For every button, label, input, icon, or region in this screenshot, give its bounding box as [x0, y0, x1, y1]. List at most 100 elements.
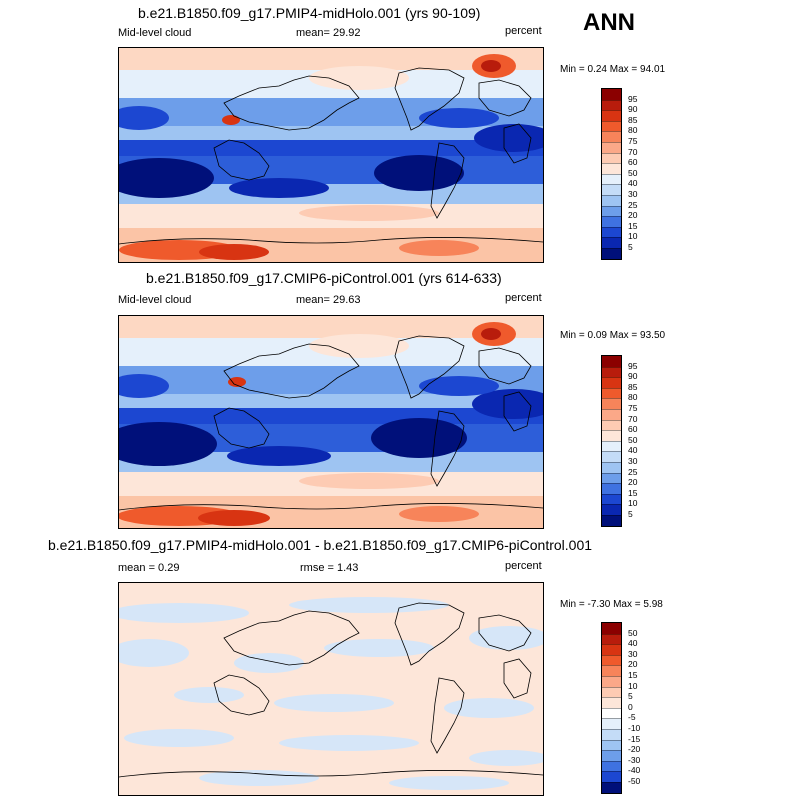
panel-2-colorbar-swatch	[602, 398, 621, 409]
panel-3-map	[118, 582, 544, 796]
panel-1-colorbar-swatch	[602, 184, 621, 195]
colorbar-tick-label: 20	[628, 477, 638, 488]
colorbar-tick-label: 5	[628, 691, 633, 702]
panel-3-colorbar-swatch	[602, 739, 621, 751]
panel-3-colorbar-swatch	[602, 633, 621, 645]
colorbar-tick-label: 15	[628, 220, 638, 231]
colorbar-tick-label: 80	[628, 125, 638, 136]
panel-2-colorbar-swatch	[602, 377, 621, 388]
panel-1-colorbar-swatch	[602, 120, 621, 132]
colorbar-tick-label: 50	[628, 167, 638, 178]
panel-1-colorbar-swatch	[602, 205, 621, 217]
panel-3-colorbar-swatch	[602, 728, 621, 740]
panel-1-colorbar-swatch	[602, 237, 621, 248]
panel-1-map-field	[119, 48, 543, 262]
panel-1-colorbar-swatch	[602, 173, 621, 185]
colorbar-tick-label: 85	[628, 381, 638, 392]
panel-1-colorbar-swatch	[602, 247, 621, 259]
panel-3-colorbar	[601, 622, 622, 794]
panel-2-title: b.e21.B1850.f09_g17.CMIP6-piControl.001 …	[146, 270, 502, 286]
panel-1-colorbar-swatch	[602, 89, 621, 100]
colorbar-tick-label: 5	[628, 242, 633, 252]
panel-2-colorbar-swatch	[602, 451, 621, 462]
panel-2-colorbar-swatch	[602, 440, 621, 452]
panel-3-colorbar-swatch	[602, 760, 621, 772]
panel-2-map-field	[119, 316, 543, 528]
colorbar-tick-label: 85	[628, 114, 638, 125]
panel-3-colorbar-swatch	[602, 781, 621, 793]
colorbar-tick-label: 15	[628, 670, 638, 680]
panel-3-colorbar-swatch	[602, 718, 621, 729]
colorbar-tick-label: 30	[628, 456, 638, 466]
panel-3-colorbar-swatch	[602, 771, 621, 782]
colorbar-tick-label: 10	[628, 231, 638, 242]
panel-2-colorbar-swatch	[602, 408, 621, 420]
panel-1-variable-label: Mid-level cloud	[118, 27, 192, 39]
colorbar-tick-label: 70	[628, 146, 638, 157]
panel-1-colorbar	[601, 88, 622, 260]
panel-2-colorbar-swatch	[602, 514, 621, 526]
panel-1-title: b.e21.B1850.f09_g17.PMIP4-midHolo.001 (y…	[138, 5, 481, 21]
panel-1-colorbar-swatch	[602, 216, 621, 227]
colorbar-tick-label: -10	[628, 723, 641, 733]
colorbar-tick-label: 10	[628, 680, 638, 691]
colorbar-tick-label: 20	[628, 659, 638, 670]
colorbar-tick-label: 0	[628, 701, 633, 712]
panel-2-colorbar-swatch	[602, 366, 621, 378]
colorbar-tick-label: 60	[628, 157, 638, 168]
colorbar-tick-label: 40	[628, 178, 638, 189]
colorbar-tick-label: 15	[628, 487, 638, 498]
panel-1-colorbar-swatch	[602, 226, 621, 238]
colorbar-tick-label: 95	[628, 360, 638, 371]
panel-3-colorbar-swatch	[602, 644, 621, 655]
colorbar-tick-label: 20	[628, 210, 638, 221]
panel-3-minmax: Min = -7.30 Max = 5.98	[560, 599, 663, 610]
colorbar-tick-label: 70	[628, 413, 638, 424]
panel-1-colorbar-swatch	[602, 152, 621, 164]
panel-3-units-label: percent	[505, 560, 542, 572]
colorbar-tick-label: -5	[628, 712, 636, 723]
panel-3-title: b.e21.B1850.f09_g17.PMIP4-midHolo.001 - …	[48, 537, 593, 553]
colorbar-tick-label: 50	[628, 434, 638, 445]
panel-1-colorbar-swatch	[602, 131, 621, 142]
colorbar-tick-label: 25	[628, 466, 638, 477]
panel-2-colorbar-swatch	[602, 472, 621, 484]
panel-3-rmse-label: rmse = 1.43	[300, 562, 359, 574]
colorbar-tick-label: -30	[628, 754, 641, 765]
colorbar-tick-label: 90	[628, 371, 638, 382]
panel-1-minmax: Min = 0.24 Max = 94.01	[560, 64, 666, 75]
panel-2-colorbar-swatch	[602, 504, 621, 515]
colorbar-tick-label: -20	[628, 744, 641, 755]
colorbar-tick-label: -40	[628, 765, 641, 776]
panel-1-colorbar-swatch	[602, 141, 621, 153]
panel-2-colorbar	[601, 355, 622, 527]
panel-1-colorbar-swatch	[602, 194, 621, 206]
panel-2-colorbar-swatch	[602, 387, 621, 399]
panel-2-colorbar-swatch	[602, 419, 621, 431]
colorbar-tick-label: 80	[628, 392, 638, 403]
colorbar-tick-label: 40	[628, 445, 638, 456]
panel-1-colorbar-swatch	[602, 110, 621, 121]
panel-1-map	[118, 47, 544, 263]
panel-1-colorbar-swatch	[602, 163, 621, 174]
panel-3-colorbar-swatch	[602, 697, 621, 708]
colorbar-tick-label: 10	[628, 498, 638, 509]
panel-3-colorbar-swatch	[602, 750, 621, 761]
panel-2-colorbar-swatch	[602, 493, 621, 505]
colorbar-tick-label: 75	[628, 136, 638, 146]
panel-3-colorbar-swatch	[602, 654, 621, 666]
panel-2-map	[118, 315, 544, 529]
panel-3-colorbar-swatch	[602, 665, 621, 676]
colorbar-tick-label: 25	[628, 199, 638, 210]
season-label: ANN	[583, 9, 635, 36]
colorbar-tick-label: 75	[628, 403, 638, 413]
panel-3-mean-label: mean = 0.29	[118, 562, 180, 574]
panel-3-map-field	[119, 597, 543, 790]
panel-3-colorbar-swatch	[602, 675, 621, 687]
panel-3-colorbar-swatch	[602, 623, 621, 634]
panel-2-colorbar-swatch	[602, 430, 621, 441]
panel-1-mean-label: mean= 29.92	[296, 27, 361, 39]
colorbar-tick-label: 90	[628, 104, 638, 115]
colorbar-tick-label: 50	[628, 627, 638, 638]
panel-1-colorbar-swatch	[602, 99, 621, 111]
